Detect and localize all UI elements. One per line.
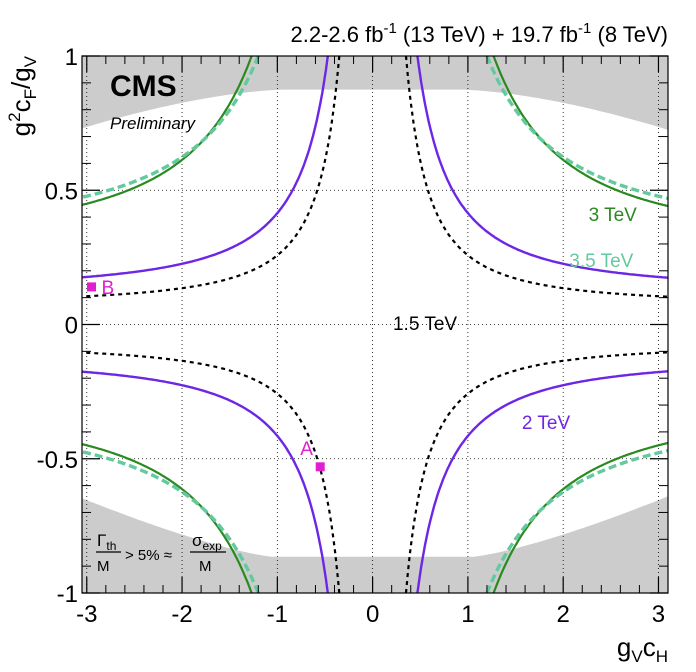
luminosity-header: 2.2-2.6 fb-1 (13 TeV) + 19.7 fb-1 (8 TeV… xyxy=(291,20,668,47)
curve-0-quadrant-1 xyxy=(82,56,341,298)
shaded-region-bottom xyxy=(82,496,668,593)
curve-2-quadrant-1 xyxy=(82,56,253,207)
width-note-relation: > 5% ≈ xyxy=(125,547,172,564)
x-tick-label-5: 2 xyxy=(557,601,570,628)
curve-2-quadrant-0 xyxy=(492,56,668,208)
point-marker-B xyxy=(87,282,97,292)
curve-1-quadrant-1 xyxy=(82,56,329,279)
curve-1-quadrant-2 xyxy=(416,370,668,593)
shaded-region-top xyxy=(82,56,668,130)
y-tick-label-1: -0.5 xyxy=(37,447,78,474)
y-tick-label-4: 1 xyxy=(65,44,78,71)
y-tick-label-0: -1 xyxy=(57,581,78,608)
curve-label-2: 3 TeV xyxy=(589,205,638,226)
curve-2-quadrant-3 xyxy=(82,442,253,593)
curve-0-quadrant-3 xyxy=(82,351,341,593)
curve-3-quadrant-3 xyxy=(82,449,260,593)
x-tick-label-1: -2 xyxy=(171,601,192,628)
point-label-A: A xyxy=(300,439,313,460)
plot-clipped-group xyxy=(82,56,668,593)
width-note-m2: M xyxy=(199,558,212,575)
curve-3-quadrant-0 xyxy=(485,56,668,201)
curve-3-quadrant-1 xyxy=(82,56,260,200)
width-note-sigma: σexp xyxy=(192,531,222,553)
point-marker-A xyxy=(315,462,325,472)
curve-2-quadrant-2 xyxy=(492,441,668,593)
plot-area: 1.5 TeV 2 TeV 3 TeV 3.5 TeV A B xyxy=(82,56,668,593)
y-tick-label-2: 0 xyxy=(65,313,78,340)
x-tick-label-2: -1 xyxy=(267,601,288,628)
width-note: Γth M > 5% ≈ σexp M xyxy=(96,531,226,575)
width-note-gamma: Γth xyxy=(97,531,116,553)
point-label-B: B xyxy=(102,278,115,299)
curve-0-quadrant-0 xyxy=(404,56,668,298)
curve-label-0: 1.5 TeV xyxy=(393,314,457,335)
axes: -3 -2 -1 0 1 2 3 -1 -0.5 0 0.5 1 xyxy=(37,44,669,628)
curve-1-quadrant-0 xyxy=(416,56,668,279)
curve-label-1: 2 TeV xyxy=(522,413,571,434)
x-tick-label-4: 1 xyxy=(461,601,474,628)
status-label: Preliminary xyxy=(110,114,197,133)
y-axis-title: g2cF/gV xyxy=(5,55,40,136)
curve-label-3: 3.5 TeV xyxy=(569,251,633,272)
curve-1-quadrant-3 xyxy=(82,370,329,593)
x-axis-title: gVcH xyxy=(617,632,668,666)
x-tick-label-0: -3 xyxy=(76,601,97,628)
curve-3-quadrant-2 xyxy=(485,448,668,593)
x-tick-label-6: 3 xyxy=(652,601,665,628)
curve-0-quadrant-2 xyxy=(404,351,668,593)
width-note-m1: M xyxy=(97,558,110,575)
x-tick-label-3: 0 xyxy=(366,601,379,628)
experiment-label: CMS xyxy=(110,70,177,103)
y-tick-label-3: 0.5 xyxy=(45,178,78,205)
